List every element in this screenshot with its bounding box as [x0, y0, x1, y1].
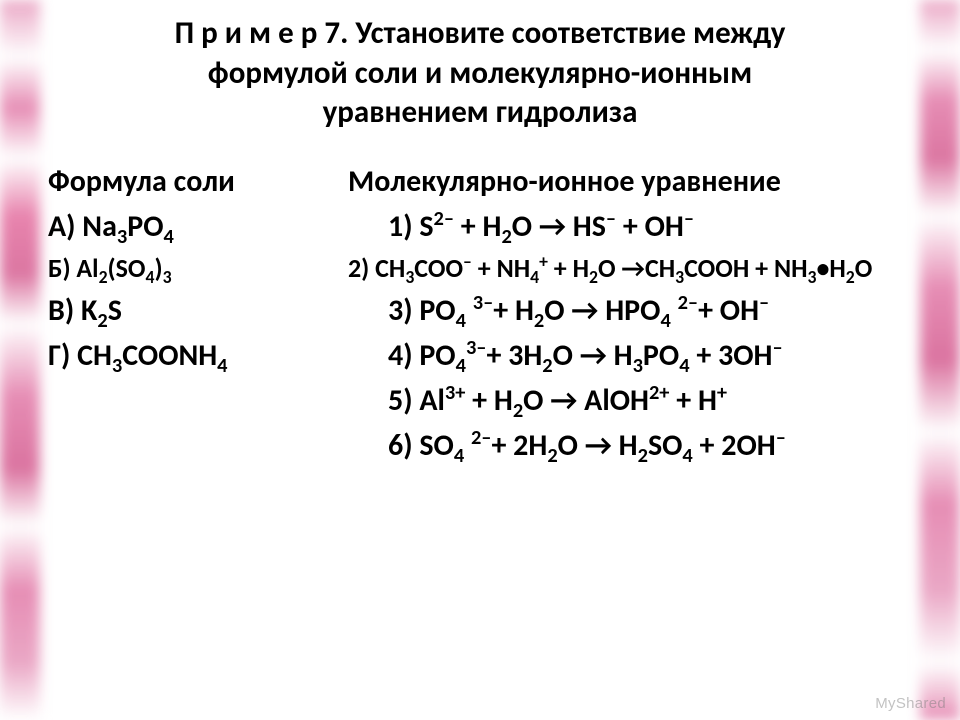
formula-b: Б) Al2(SO4)3: [48, 249, 348, 288]
equation-2: 2) CH3COO– + NH4+ + H2O →CH3COOH + NH3•H…: [348, 249, 912, 288]
title-line-1: П р и м е р 7. Установите соответствие м…: [48, 14, 912, 54]
row-v: В) K2S 3) PO4 3–+ H2O → HPO4 2–+ OH–: [48, 288, 912, 333]
equation-4: 4) PO43–+ 3H2O → H3PO4 + 3OH–: [348, 333, 912, 378]
title-line-3: уравнением гидролиза: [48, 93, 912, 133]
row-a: А) Na3PO4 1) S2– + H2O → HS– + OH–: [48, 204, 912, 249]
slide-content: П р и м е р 7. Установите соответствие м…: [0, 0, 960, 468]
column-headers: Формула соли Молекулярно-ионное уравнени…: [48, 159, 912, 204]
slide-body: Формула соли Молекулярно-ионное уравнени…: [48, 159, 912, 468]
header-formula: Формула соли: [48, 159, 348, 204]
slide: П р и м е р 7. Установите соответствие м…: [0, 0, 960, 720]
equation-5: 5) Al3+ + H2O → AlOH2+ + H+: [348, 378, 912, 423]
row-b: Б) Al2(SO4)3 2) CH3COO– + NH4+ + H2O →CH…: [48, 249, 912, 288]
equation-3: 3) PO4 3–+ H2O → HPO4 2–+ OH–: [348, 288, 912, 333]
watermark: MyShared: [875, 695, 946, 712]
row-g: Г) CH3COONH4 4) PO43–+ 3H2O → H3PO4 + 3O…: [48, 333, 912, 378]
row-6: 6) SO4 2–+ 2H2O → H2SO4 + 2OH–: [48, 423, 912, 468]
header-equation: Молекулярно-ионное уравнение: [348, 159, 912, 204]
formula-v: В) K2S: [48, 288, 348, 333]
formula-a: А) Na3PO4: [48, 204, 348, 249]
equation-1: 1) S2– + H2O → HS– + OH–: [348, 204, 912, 249]
title-line-2: формулой соли и молекулярно-ионным: [48, 54, 912, 94]
row-5: 5) Al3+ + H2O → AlOH2+ + H+: [48, 378, 912, 423]
slide-title: П р и м е р 7. Установите соответствие м…: [48, 14, 912, 133]
equation-6: 6) SO4 2–+ 2H2O → H2SO4 + 2OH–: [348, 423, 912, 468]
formula-g: Г) CH3COONH4: [48, 333, 348, 378]
